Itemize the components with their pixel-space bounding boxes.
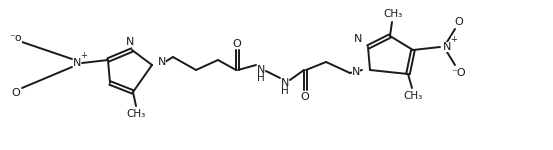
Text: N: N [443,42,451,52]
Text: CH₃: CH₃ [383,9,403,19]
Text: N: N [73,58,81,68]
Text: +: + [81,51,87,60]
Text: N: N [126,37,134,47]
Text: H: H [257,73,265,83]
Text: CH₃: CH₃ [403,91,422,101]
Text: ⁻o: ⁻o [10,33,22,43]
Text: O: O [301,92,309,102]
Text: N: N [257,65,265,75]
Text: ⁻O: ⁻O [452,68,466,78]
Text: H: H [281,86,289,96]
Text: N: N [158,57,166,67]
Text: O: O [455,17,463,27]
Text: +: + [451,36,457,45]
Text: O: O [233,39,241,49]
Text: N: N [281,78,289,88]
Text: CH₃: CH₃ [127,109,145,119]
Text: O: O [12,88,20,98]
Text: N: N [353,34,362,44]
Text: N: N [352,67,360,77]
